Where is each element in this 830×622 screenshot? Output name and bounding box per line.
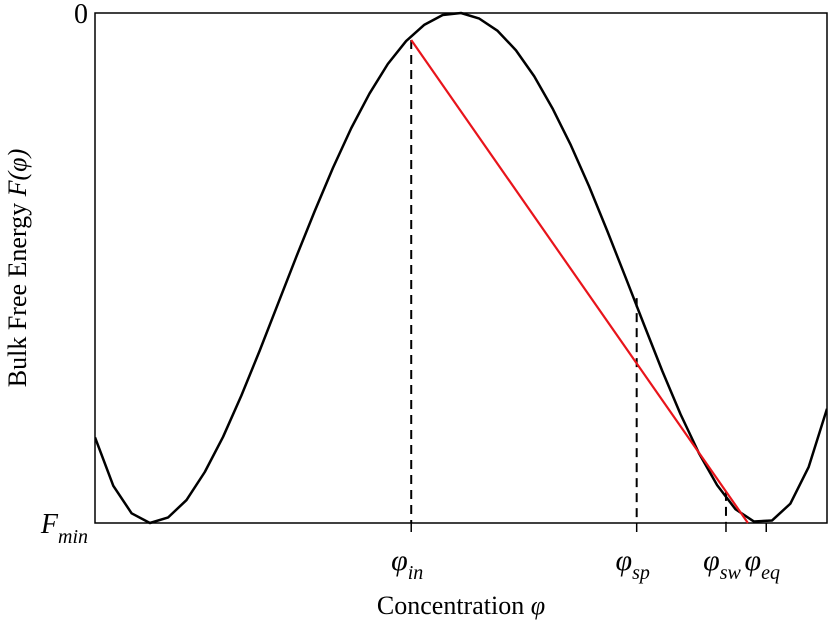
x-tick-sub: sp (632, 562, 650, 584)
y-tick-label: 0 (74, 0, 88, 30)
x-tick-main: φ (615, 544, 632, 577)
y-tick-label: Fmin (40, 509, 88, 548)
y-tick-main: 0 (74, 0, 88, 30)
x-tick-label: φeq (744, 544, 780, 584)
y-label-symbol: F(φ) (3, 149, 32, 198)
x-tick-label: φsp (615, 544, 649, 584)
y-tick-sub: min (58, 526, 88, 548)
x-tick-sub: eq (761, 562, 780, 584)
x-label-text: Concentration (377, 591, 524, 620)
x-tick-main: φ (744, 544, 761, 577)
x-axis-label: Concentration φ (377, 591, 545, 620)
series-line (410, 39, 749, 524)
x-tick-label: φsw (703, 544, 741, 584)
x-tick-sub: in (408, 562, 424, 584)
x-tick-label: φin (391, 544, 423, 584)
y-axis-label: Bulk Free Energy F(φ) (3, 149, 32, 387)
x-tick-main: φ (391, 544, 408, 577)
x-tick-main: φ (703, 544, 720, 577)
y-label-text: Bulk Free Energy (3, 203, 32, 387)
x-label-symbol: φ (531, 591, 545, 620)
x-tick-sub: sw (720, 562, 742, 584)
series-line (95, 11, 827, 525)
plot-frame (94, 12, 828, 524)
y-tick-main: F (40, 509, 59, 540)
